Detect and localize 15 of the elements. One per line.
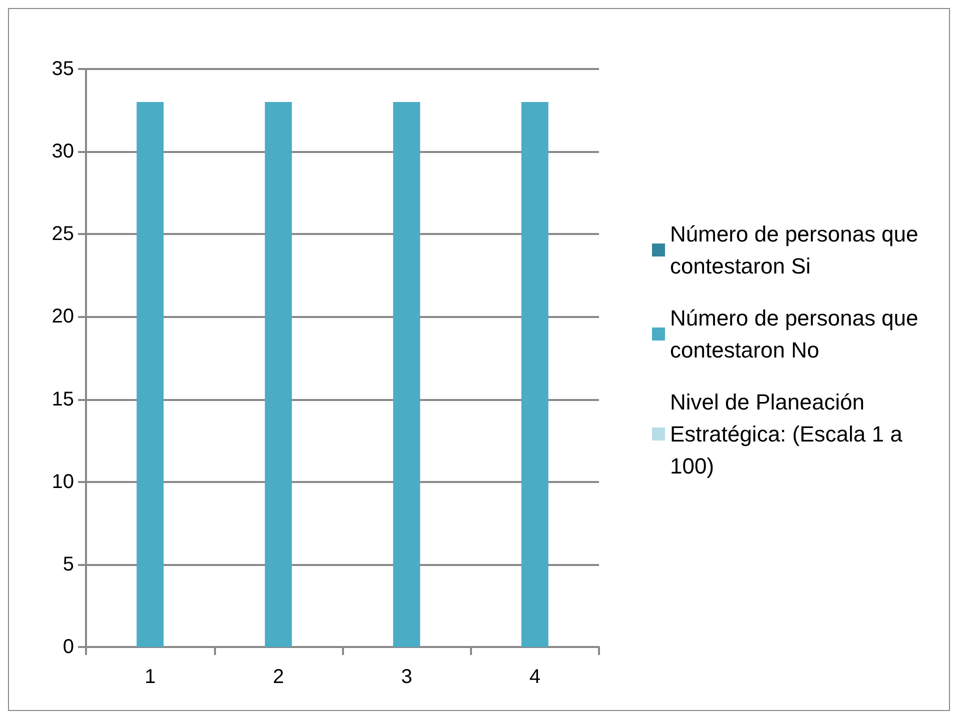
- y-tick-label: 20: [52, 306, 74, 328]
- x-tick-label: 3: [401, 666, 412, 688]
- x-tick-label: 2: [272, 666, 284, 688]
- y-tick-label: 25: [52, 223, 74, 246]
- y-tick-label: 0: [62, 636, 74, 658]
- y-tick-label: 30: [52, 140, 74, 163]
- y-tick-label: 10: [52, 470, 74, 493]
- y-tick-label: 35: [52, 58, 74, 80]
- legend-label: Número de personas que contestaron No: [670, 306, 924, 362]
- legend-label: Nivel de Planeación Estratégica: (Escala 1 a 100): [670, 390, 908, 478]
- x-tick-label: 1: [144, 666, 156, 688]
- x-tick-label: 4: [529, 666, 540, 688]
- y-tick-label: 15: [52, 388, 74, 410]
- y-tick-label: 5: [62, 553, 74, 576]
- legend-label: Número de personas que contestaron Si: [670, 222, 924, 278]
